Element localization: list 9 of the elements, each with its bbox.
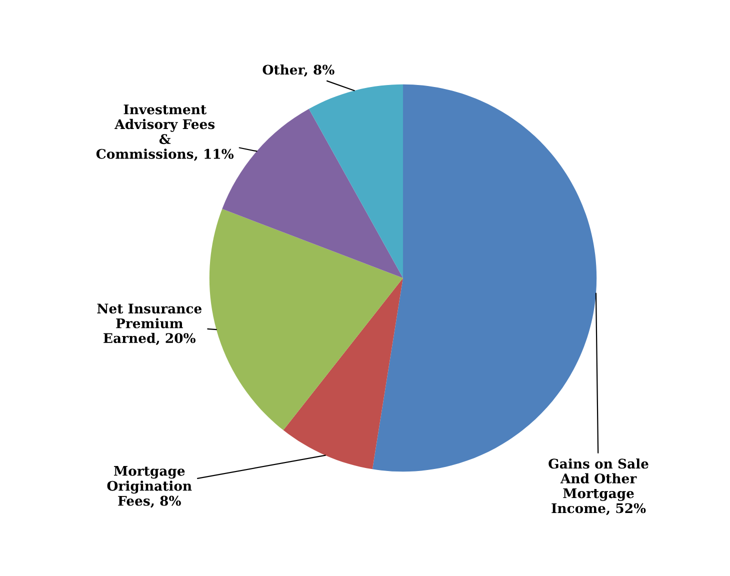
pie-slice [372,84,597,472]
slice-label: Mortgage Origination Fees, 8% [107,466,192,508]
slice-label: Other, 8% [262,64,334,77]
pie-slice [209,208,403,430]
pie-slice [308,84,403,278]
slice-label: Gains on Sale And Other Mortgage Income, 52% [548,458,648,516]
pie-slice [283,278,403,470]
slice-label: Net Insurance Premium Earned, 20% [97,304,202,346]
slice-label: Investment Advisory Fees & Commissions, 11% [96,104,234,161]
